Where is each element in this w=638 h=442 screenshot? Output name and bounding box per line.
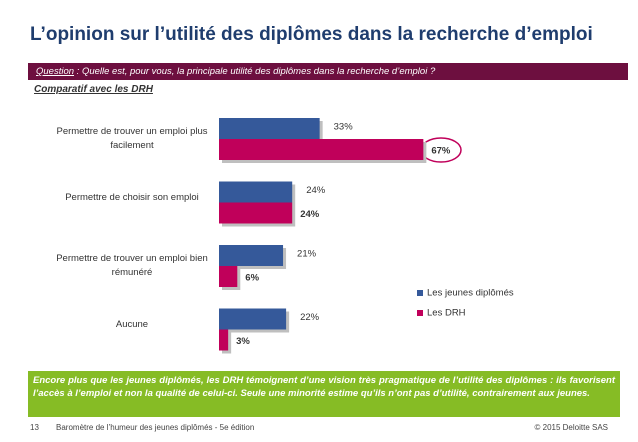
- category-label: Aucune: [115, 318, 149, 330]
- legend-swatch: [417, 290, 423, 296]
- bar: [219, 266, 238, 287]
- slide-title: L’opinion sur l’utilité des diplômes dan…: [30, 24, 593, 45]
- bar: [219, 308, 287, 330]
- subtitle: Comparatif avec les DRH: [34, 84, 153, 95]
- bar: [219, 139, 424, 160]
- category-label: Permettre de trouver un emploi plus faci…: [56, 126, 208, 151]
- category-label: Permettre de trouver un emploi bien rému…: [56, 253, 208, 278]
- bar: [219, 181, 293, 203]
- value-label: 22%: [300, 312, 320, 323]
- page-number: 13: [30, 423, 39, 432]
- bar: [219, 118, 320, 139]
- value-label: 3%: [236, 336, 250, 347]
- value-label: 24%: [300, 209, 320, 220]
- copyright: © 2015 Deloitte SAS: [534, 423, 609, 432]
- question-label: Question: [36, 66, 75, 77]
- value-label: 67%: [431, 146, 451, 157]
- legend-label: Les DRH: [427, 308, 466, 319]
- value-label: 21%: [297, 249, 317, 260]
- bar: [219, 202, 293, 224]
- value-label: 6%: [245, 273, 259, 284]
- value-label: 33%: [334, 122, 354, 133]
- value-label: 24%: [306, 185, 326, 196]
- legend-label: Les jeunes diplômés: [427, 288, 514, 299]
- legend-swatch: [417, 310, 423, 316]
- bar: [219, 245, 284, 266]
- bar: [219, 329, 229, 351]
- question-text: : Quelle est, pour vous, la principale u…: [76, 66, 436, 77]
- conclusion-band: Encore plus que les jeunes diplômés, les…: [28, 371, 620, 417]
- question-band: Question : Quelle est, pour vous, la pri…: [28, 63, 628, 80]
- category-label: Permettre de choisir son emploi: [65, 191, 199, 203]
- footer-text: Baromètre de l’humeur des jeunes diplômé…: [56, 423, 255, 432]
